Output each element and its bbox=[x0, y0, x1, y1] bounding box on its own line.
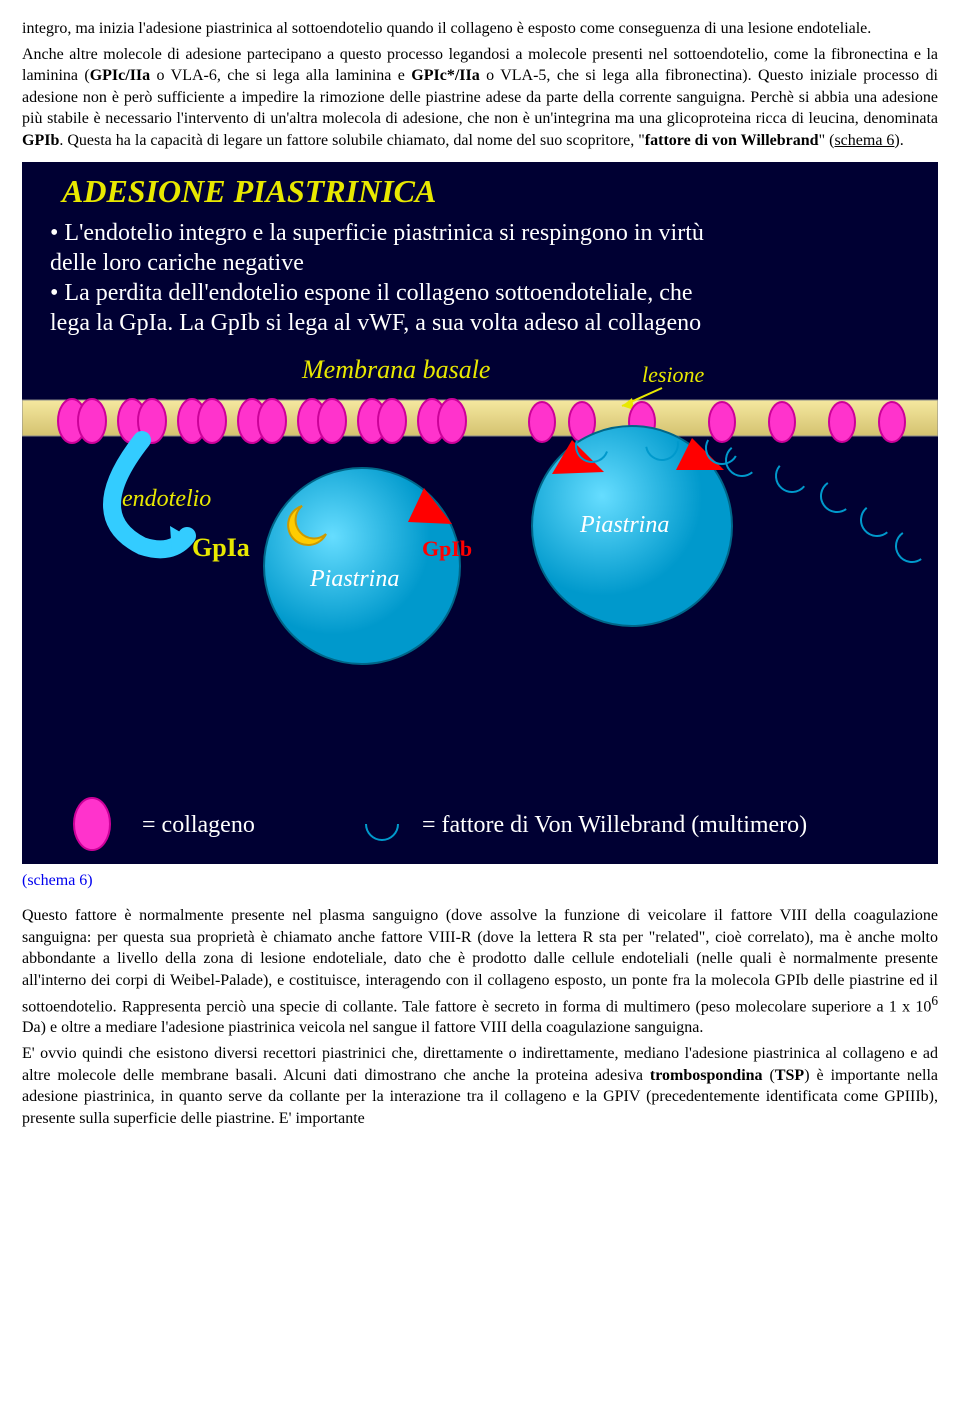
svg-text:= collageno: = collageno bbox=[142, 812, 255, 838]
text: o VLA-6, che si lega alla laminina e bbox=[150, 67, 411, 84]
svg-text:lega la GpIa. La GpIb si lega: lega la GpIa. La GpIb si lega al vWF, a … bbox=[50, 310, 701, 336]
text: Questo fattore è normalmente presente ne… bbox=[22, 907, 938, 1015]
svg-text:Membrana basale: Membrana basale bbox=[301, 355, 490, 384]
text: Da) e oltre a mediare l'adesione piastri… bbox=[22, 1019, 703, 1036]
text: ). bbox=[894, 132, 903, 149]
text: ( bbox=[763, 1067, 775, 1084]
paragraph-1: integro, ma inizia l'adesione piastrinic… bbox=[22, 18, 938, 40]
paragraph-2: Questo fattore è normalmente presente ne… bbox=[22, 905, 938, 1039]
svg-text:delle loro cariche negative: delle loro cariche negative bbox=[50, 250, 304, 276]
svg-text:lesione: lesione bbox=[642, 362, 705, 387]
text: integro, ma inizia l'adesione piastrinic… bbox=[22, 20, 871, 37]
diagram-svg: ADESIONE PIASTRINICA • L'endotelio integr… bbox=[22, 162, 938, 864]
bold-gpib: GPIb bbox=[22, 132, 59, 149]
bold-gpic-iia: GPIc/IIa bbox=[90, 67, 150, 84]
text: . Questa ha la capacità di legare un fat… bbox=[59, 132, 644, 149]
text: " ( bbox=[819, 132, 835, 149]
svg-text:• La perdita dell'endotelio es: • La perdita dell'endotelio espone il co… bbox=[50, 280, 693, 306]
paragraph-1b: Anche altre molecole di adesione parteci… bbox=[22, 44, 938, 152]
svg-text:• L'endotelio integro e la sup: • L'endotelio integro e la superficie pi… bbox=[50, 220, 704, 246]
bold-vwf: fattore di von Willebrand bbox=[645, 132, 819, 149]
diagram-adesione-piastrinica: ADESIONE PIASTRINICA • L'endotelio integr… bbox=[22, 162, 938, 864]
schema-ref: schema 6 bbox=[834, 132, 894, 149]
bold-gpic-star-iia: GPIc*/IIa bbox=[411, 67, 479, 84]
svg-text:GpIa: GpIa bbox=[192, 533, 250, 562]
svg-text:ADESIONE PIASTRINICA: ADESIONE PIASTRINICA bbox=[60, 173, 436, 209]
superscript: 6 bbox=[931, 993, 938, 1008]
svg-text:Piastrina: Piastrina bbox=[579, 512, 669, 538]
svg-text:Piastrina: Piastrina bbox=[309, 566, 399, 592]
schema-6-label: (schema 6) bbox=[22, 870, 938, 892]
bold-trombospondina: trombospondina bbox=[650, 1067, 763, 1084]
svg-text:endotelio: endotelio bbox=[122, 486, 211, 512]
paragraph-3: E' ovvio quindi che esistono diversi rec… bbox=[22, 1043, 938, 1129]
bold-tsp: TSP bbox=[775, 1067, 804, 1084]
svg-text:GpIb: GpIb bbox=[422, 536, 472, 561]
svg-text:= fattore di Von Willebrand (m: = fattore di Von Willebrand (multimero) bbox=[422, 812, 807, 838]
